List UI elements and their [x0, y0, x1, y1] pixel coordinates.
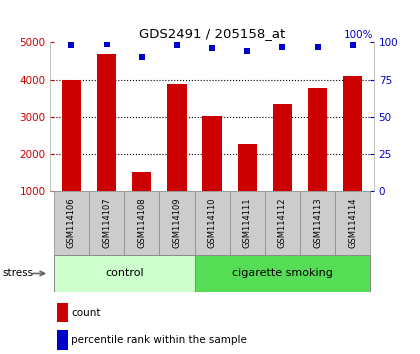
- Text: GSM114114: GSM114114: [348, 198, 357, 248]
- FancyBboxPatch shape: [89, 191, 124, 255]
- Point: [279, 44, 286, 50]
- Text: GSM114106: GSM114106: [67, 198, 76, 249]
- FancyBboxPatch shape: [124, 191, 159, 255]
- Title: GDS2491 / 205158_at: GDS2491 / 205158_at: [139, 27, 285, 40]
- Text: GSM114112: GSM114112: [278, 198, 287, 248]
- Bar: [167, 84, 186, 191]
- Bar: [57, 303, 68, 322]
- Text: percentile rank within the sample: percentile rank within the sample: [71, 335, 247, 345]
- Point: [349, 42, 356, 48]
- FancyBboxPatch shape: [54, 191, 89, 255]
- Text: cigarette smoking: cigarette smoking: [232, 268, 333, 279]
- Text: count: count: [71, 308, 101, 318]
- Text: GSM114111: GSM114111: [243, 198, 252, 248]
- Bar: [202, 116, 222, 191]
- Text: 100%: 100%: [344, 29, 374, 40]
- Bar: [273, 104, 292, 191]
- FancyBboxPatch shape: [230, 191, 265, 255]
- Point: [314, 44, 321, 50]
- Bar: [343, 76, 362, 191]
- Point: [209, 46, 215, 51]
- Bar: [308, 88, 327, 191]
- FancyBboxPatch shape: [265, 191, 300, 255]
- Bar: [132, 172, 152, 191]
- Text: GSM114108: GSM114108: [137, 198, 146, 249]
- Point: [244, 48, 251, 54]
- Point: [103, 41, 110, 47]
- FancyBboxPatch shape: [54, 255, 194, 292]
- Text: control: control: [105, 268, 144, 279]
- Text: GSM114109: GSM114109: [173, 198, 181, 248]
- Text: GSM114113: GSM114113: [313, 198, 322, 249]
- FancyBboxPatch shape: [300, 191, 335, 255]
- Bar: [62, 80, 81, 191]
- Point: [173, 42, 180, 48]
- Text: stress: stress: [2, 268, 33, 279]
- FancyBboxPatch shape: [194, 191, 230, 255]
- Bar: [57, 330, 68, 350]
- FancyBboxPatch shape: [335, 191, 370, 255]
- Bar: [238, 144, 257, 191]
- Text: GSM114110: GSM114110: [207, 198, 217, 248]
- Point: [68, 42, 75, 48]
- FancyBboxPatch shape: [194, 255, 370, 292]
- FancyBboxPatch shape: [159, 191, 194, 255]
- Text: GSM114107: GSM114107: [102, 198, 111, 249]
- Bar: [97, 54, 116, 191]
- Point: [139, 55, 145, 60]
